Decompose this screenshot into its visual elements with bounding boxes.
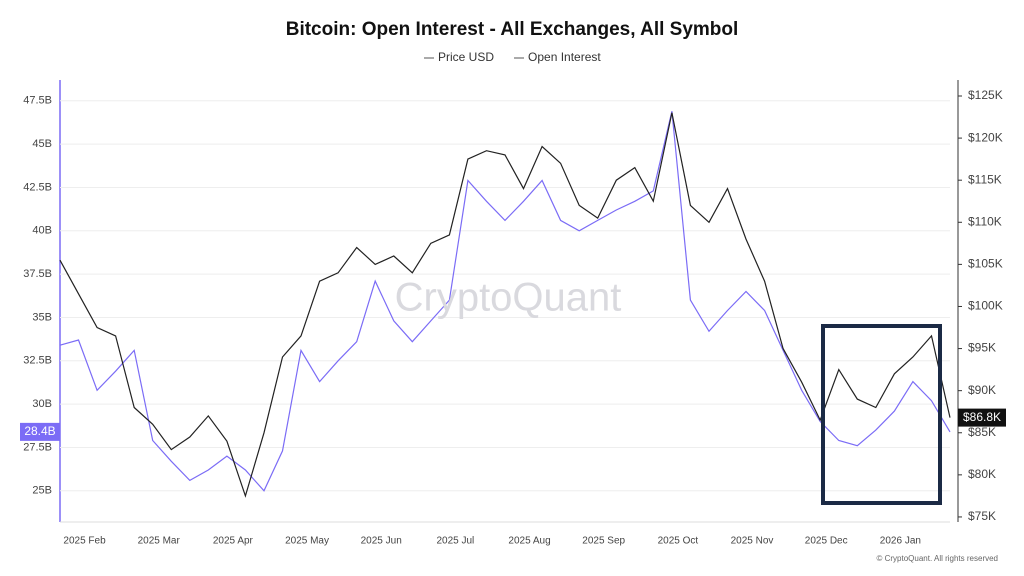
highlight-box [821, 324, 942, 505]
x-tick-label: 2025 Mar [138, 536, 181, 547]
current-value-box [958, 408, 1006, 427]
y2-tick-label: $110K [968, 214, 1002, 228]
current-value-label: $86.8K [963, 410, 1001, 424]
x-tick-label: 2025 Jul [436, 536, 474, 547]
x-tick-label: 2025 Apr [213, 536, 254, 547]
y2-tick-label: $90K [968, 383, 996, 397]
y2-tick-label: $100K [968, 299, 1003, 313]
x-tick-label: 2025 Jun [361, 536, 402, 547]
series-line [59, 111, 951, 492]
y2-tick-label: $120K [968, 130, 1003, 144]
plot: 25B 27.5B 30B 32.5B 35B 37.5B 40B 42.5B 45B 47.5B… [20, 50, 1006, 547]
watermark: CryptoQuant [395, 276, 622, 320]
y-tick-label: 25B [32, 485, 52, 497]
y-tick-label: 40B [32, 225, 52, 237]
y-tick-label: 35B [32, 311, 52, 323]
y2-tick-label: $125K [968, 88, 1003, 102]
legend-label: Open Interest [528, 50, 601, 64]
x-tick-label: 2025 Nov [731, 536, 774, 547]
current-value-box [20, 422, 60, 441]
y2-tick-label: $105K [968, 257, 1003, 271]
x-tick-label: 2025 Oct [658, 536, 699, 547]
y2-tick-label: $85K [968, 425, 996, 439]
y-tick-label: 47.5B [23, 95, 52, 107]
y2-tick-label: $95K [968, 341, 996, 355]
chart-title: Bitcoin: Open Interest - All Exchanges, … [286, 19, 739, 40]
x-tick-label: 2025 Feb [63, 536, 106, 547]
y-tick-label: 30B [32, 398, 52, 410]
y-tick-label: 27.5B [23, 441, 52, 453]
y-tick-label: 45B [32, 138, 52, 150]
y-tick-label: 37.5B [23, 268, 52, 280]
y2-tick-label: $80K [968, 467, 996, 481]
y2-tick-label: $75K [968, 509, 996, 523]
footer: © CryptoQuant. All rights reserved [877, 554, 999, 563]
x-tick-label: 2025 May [285, 536, 329, 547]
current-value-label: 28.4B [24, 424, 55, 438]
x-tick-label: 2025 Sep [582, 536, 625, 547]
y-tick-label: 42.5B [23, 181, 52, 193]
x-tick-label: 2025 Aug [508, 536, 550, 547]
y2-tick-label: $115K [968, 172, 1002, 186]
y-tick-label: 32.5B [23, 355, 52, 367]
series-line [59, 112, 951, 498]
legend-label: Price USD [438, 50, 494, 64]
x-tick-label: 2026 Jan [880, 536, 921, 547]
x-tick-label: 2025 Dec [805, 536, 848, 547]
